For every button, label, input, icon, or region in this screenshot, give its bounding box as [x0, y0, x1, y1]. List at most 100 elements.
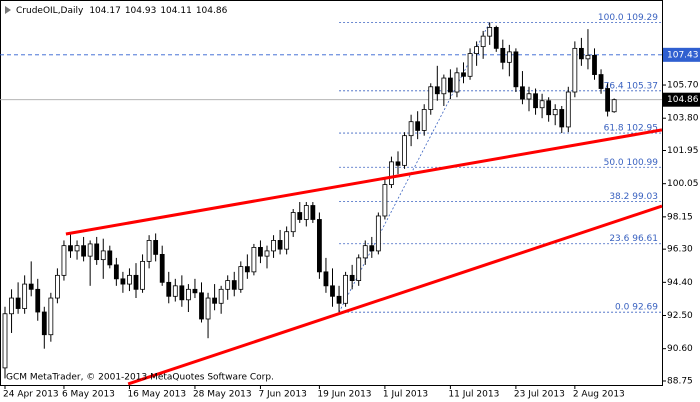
candle-body — [94, 243, 100, 261]
candle-body — [238, 266, 244, 290]
candle-body — [172, 285, 178, 297]
trendline — [127, 204, 663, 386]
candle-body — [356, 257, 362, 281]
candle-body — [133, 274, 139, 290]
candle-body — [153, 240, 159, 255]
candle-body — [343, 274, 349, 304]
candle-body — [585, 54, 591, 60]
y-tick-label: 98.15 — [667, 212, 693, 222]
candle-body — [487, 27, 493, 37]
high: 104.93 — [125, 6, 157, 16]
candle-body — [35, 288, 41, 313]
candle-body — [87, 243, 93, 257]
fib-label: 76.4 105.37 — [604, 81, 658, 91]
x-tick-label: 24 Apr 2013 — [3, 390, 59, 400]
candle-body — [395, 161, 401, 166]
candle-body — [520, 86, 525, 100]
candle-body — [55, 274, 60, 299]
candle-body — [185, 288, 191, 301]
x-tick-label: 2 Aug 2013 — [573, 390, 625, 400]
fib-label: 38.2 99.03 — [609, 192, 658, 202]
candle-body — [48, 297, 54, 336]
candle-body — [539, 100, 545, 109]
y-tick-label: 103.80 — [667, 114, 699, 124]
candle-body — [565, 91, 571, 128]
candle-body — [362, 245, 368, 259]
candle-body — [408, 121, 414, 137]
candle-body — [506, 51, 512, 63]
fib-label: 50.0 100.99 — [604, 158, 659, 168]
candle-body — [428, 86, 434, 110]
candle-body — [605, 88, 610, 112]
candle-body — [271, 240, 276, 252]
candle-body — [146, 240, 152, 262]
candle-body — [212, 297, 218, 304]
x-tick-label: 28 May 2013 — [193, 390, 252, 400]
candle-body — [9, 297, 14, 315]
hline-label-box — [663, 47, 700, 62]
candle-body — [369, 245, 375, 252]
y-tick-label: 105.70 — [667, 81, 699, 91]
candle-body — [513, 51, 519, 88]
candle-body — [421, 109, 427, 131]
x-tick-label: 19 Jun 2013 — [317, 390, 371, 400]
candle-body — [441, 77, 447, 95]
candle-body — [107, 250, 113, 266]
candle-body — [264, 250, 270, 257]
candle-body — [2, 313, 8, 369]
candle-body — [447, 77, 453, 93]
candle-body — [349, 274, 355, 281]
candle-body — [74, 245, 80, 252]
candle-body — [533, 93, 538, 109]
fib-label: 100.0 109.29 — [598, 13, 658, 23]
candle-body — [461, 72, 466, 77]
candle-body — [493, 27, 499, 49]
candle-body — [382, 184, 388, 217]
y-tick-label: 101.95 — [667, 146, 699, 156]
candle-body — [415, 121, 421, 131]
hline-label: 107.43 — [667, 50, 699, 60]
candle-body — [28, 283, 34, 290]
candle-body — [100, 250, 106, 261]
x-tick-label: 7 Jun 2013 — [258, 390, 306, 400]
x-tick-label: 11 Jul 2013 — [448, 390, 499, 400]
candle-body — [290, 212, 296, 233]
candle-body — [316, 219, 322, 273]
candle-body — [113, 264, 119, 280]
candle-body — [127, 274, 132, 285]
x-tick-label: 16 May 2013 — [127, 390, 186, 400]
candle-body — [120, 278, 126, 285]
candle-body — [559, 109, 565, 128]
candle-body — [159, 253, 165, 283]
candle-body — [22, 283, 28, 309]
candle-body — [526, 93, 532, 100]
candle-body — [323, 271, 329, 287]
candle-body — [454, 72, 460, 93]
candle-body — [15, 297, 21, 309]
candle-body — [434, 86, 440, 95]
header-icon — [5, 6, 11, 14]
fib-label: 23.6 96.61 — [609, 234, 658, 244]
candle-body — [389, 161, 394, 185]
y-tick-label: 100.05 — [667, 179, 699, 189]
candle-body — [166, 281, 172, 297]
candle-body — [244, 266, 250, 273]
candle-body — [277, 240, 283, 250]
symbol: CrudeOIL,Daily — [16, 6, 84, 16]
candle-body — [598, 74, 604, 89]
candle-body — [330, 285, 335, 297]
fib-baseline — [338, 22, 491, 313]
candle-body — [81, 245, 86, 257]
y-tick-label: 90.60 — [667, 344, 693, 354]
candle-body — [61, 245, 67, 276]
y-tick-label: 96.30 — [667, 245, 693, 255]
candle-body — [375, 215, 381, 252]
candle-body — [225, 280, 231, 290]
candle-body — [179, 285, 185, 301]
y-tick-label: 92.50 — [667, 311, 693, 321]
candle-body — [336, 295, 342, 304]
candle-body — [284, 231, 290, 250]
y-tick-label: 88.75 — [667, 376, 693, 386]
fib-label: 61.8 102.95 — [604, 124, 658, 134]
